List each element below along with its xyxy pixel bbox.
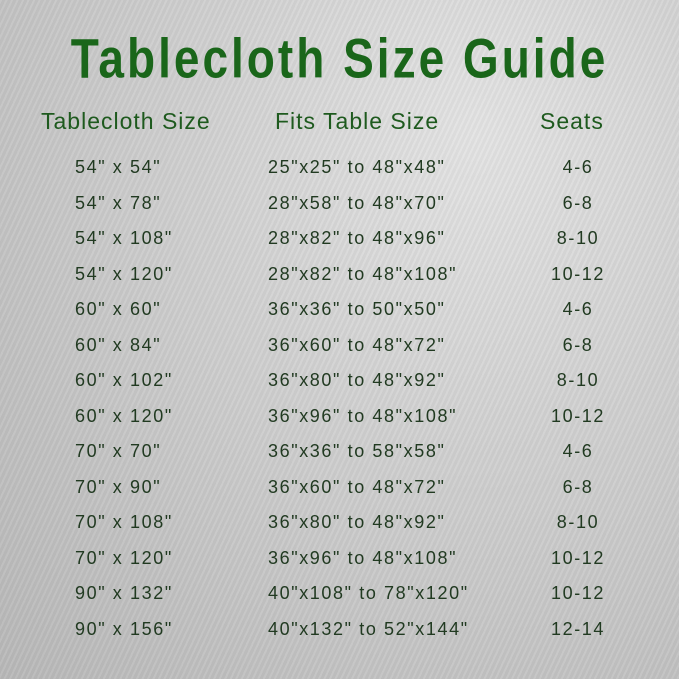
cell-fits-table-size: 40"x108" to 78"x120"	[268, 583, 469, 603]
cell-tablecloth-size: 60" x 102"	[75, 370, 173, 390]
cell-seats: 12-14	[550, 618, 606, 639]
cell-fits-table-size: 36"x36" to 58"x58"	[268, 441, 446, 461]
cell-seats: 4-6	[562, 299, 594, 319]
cell-tablecloth-size: 70" x 70"	[75, 441, 162, 461]
cell-fits-table-size: 28"x58" to 48"x70"	[268, 192, 446, 213]
table-row: 54" x 54" 25"x25" to 48"x48" 4-6	[0, 157, 679, 187]
table-row: 54" x 108" 28"x82" to 48"x96" 8-10	[0, 228, 679, 258]
cell-fits-table-size: 36"x60" to 48"x72"	[268, 476, 446, 497]
table-row: 90" x 132" 40"x108" to 78"x120" 10-12	[0, 583, 679, 613]
cell-seats: 6-8	[562, 476, 594, 497]
cell-fits-table-size: 25"x25" to 48"x48"	[268, 157, 446, 177]
table-row: 90" x 156" 40"x132" to 52"x144" 12-14	[0, 619, 679, 649]
cell-seats: 10-12	[550, 405, 606, 426]
header-tablecloth-size: Tablecloth Size	[41, 108, 211, 134]
cell-tablecloth-size: 54" x 120"	[75, 263, 173, 284]
cell-tablecloth-size: 90" x 132"	[75, 583, 173, 603]
cell-fits-table-size: 40"x132" to 52"x144"	[268, 618, 469, 639]
page-title: Tablecloth Size Guide	[70, 27, 609, 90]
cell-seats: 8-10	[556, 228, 600, 248]
cell-tablecloth-size: 70" x 120"	[75, 547, 173, 568]
cell-tablecloth-size: 60" x 60"	[75, 299, 162, 319]
cell-tablecloth-size: 54" x 78"	[75, 192, 162, 213]
table-row: 54" x 120" 28"x82" to 48"x108" 10-12	[0, 264, 679, 294]
cell-seats: 4-6	[562, 157, 594, 177]
cell-tablecloth-size: 54" x 108"	[75, 228, 173, 248]
cell-seats: 8-10	[556, 370, 600, 390]
cell-fits-table-size: 28"x82" to 48"x108"	[268, 263, 458, 284]
cell-fits-table-size: 36"x96" to 48"x108"	[268, 547, 458, 568]
cell-tablecloth-size: 70" x 90"	[75, 476, 162, 497]
cell-fits-table-size: 36"x80" to 48"x92"	[268, 512, 446, 532]
cell-seats: 8-10	[556, 512, 600, 532]
table-row: 60" x 102" 36"x80" to 48"x92" 8-10	[0, 370, 679, 400]
cell-tablecloth-size: 70" x 108"	[75, 512, 173, 532]
cell-fits-table-size: 36"x36" to 50"x50"	[268, 299, 446, 319]
header-fits-table-size: Fits Table Size	[275, 108, 440, 134]
cell-tablecloth-size: 90" x 156"	[75, 618, 173, 639]
cell-seats: 4-6	[562, 441, 594, 461]
table-row: 70" x 70" 36"x36" to 58"x58" 4-6	[0, 441, 679, 471]
table-row: 70" x 108" 36"x80" to 48"x92" 8-10	[0, 512, 679, 542]
cell-tablecloth-size: 60" x 120"	[75, 405, 173, 426]
table-row: 70" x 120" 36"x96" to 48"x108" 10-12	[0, 548, 679, 578]
table-row: 70" x 90" 36"x60" to 48"x72" 6-8	[0, 477, 679, 507]
cell-seats: 10-12	[550, 547, 606, 568]
cell-seats: 10-12	[550, 263, 606, 284]
cell-fits-table-size: 36"x60" to 48"x72"	[268, 334, 446, 355]
table-row: 60" x 84" 36"x60" to 48"x72" 6-8	[0, 335, 679, 365]
cell-tablecloth-size: 54" x 54"	[75, 157, 162, 177]
cell-fits-table-size: 36"x96" to 48"x108"	[268, 405, 458, 426]
cell-seats: 10-12	[550, 583, 606, 603]
table-row: 60" x 60" 36"x36" to 50"x50" 4-6	[0, 299, 679, 329]
cell-seats: 6-8	[562, 192, 594, 213]
cell-fits-table-size: 36"x80" to 48"x92"	[268, 370, 446, 390]
cell-seats: 6-8	[562, 334, 594, 355]
table-row: 54" x 78" 28"x58" to 48"x70" 6-8	[0, 193, 679, 223]
cell-fits-table-size: 28"x82" to 48"x96"	[268, 228, 446, 248]
cell-tablecloth-size: 60" x 84"	[75, 334, 162, 355]
header-seats: Seats	[540, 108, 604, 134]
table-row: 60" x 120" 36"x96" to 48"x108" 10-12	[0, 406, 679, 436]
